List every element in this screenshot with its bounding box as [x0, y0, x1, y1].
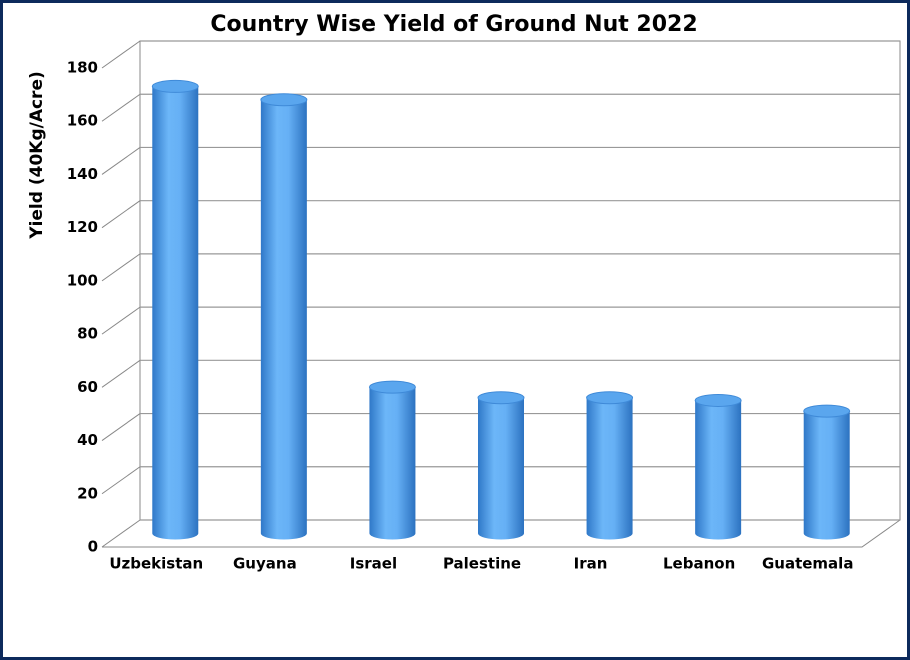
bar: [694, 393, 742, 540]
y-tick-label: 0: [88, 538, 98, 556]
y-tick-label: 160: [67, 112, 98, 130]
bar-top: [803, 404, 851, 418]
bar-body: [586, 397, 633, 540]
bar: [368, 380, 416, 540]
bar: [260, 93, 308, 540]
bar: [586, 391, 634, 540]
side-grid-line: [101, 306, 141, 335]
side-grid-line: [101, 359, 141, 388]
x-tick-label: Guyana: [233, 555, 297, 573]
side-grid-line: [101, 93, 141, 122]
bar: [477, 391, 525, 540]
bar-top: [586, 391, 634, 405]
x-tick-label: Uzbekistan: [109, 555, 203, 573]
y-tick-label: 120: [67, 218, 98, 236]
bar-body: [695, 400, 742, 540]
bar-body: [260, 99, 307, 540]
side-grid-line: [101, 519, 141, 548]
bar: [803, 404, 851, 540]
y-tick-label: 100: [67, 271, 98, 289]
bar-body: [369, 387, 416, 540]
bar-top: [694, 393, 742, 407]
floor: [102, 519, 901, 548]
y-tick-label: 140: [67, 165, 98, 183]
chart-title: Country Wise Yield of Ground Nut 2022: [210, 12, 697, 37]
bar-top: [477, 391, 525, 405]
x-tick-label: Lebanon: [663, 555, 735, 573]
bar: [151, 79, 199, 540]
bar-body: [803, 411, 850, 540]
y-tick-label: 80: [77, 325, 98, 343]
bar-body: [152, 86, 199, 540]
bar-top: [368, 380, 416, 394]
x-tick-label: Guatemala: [762, 555, 853, 573]
side-grid-line: [101, 40, 141, 69]
bar-top: [260, 93, 308, 107]
y-axis-label: Yield (40Kg/Acre): [27, 71, 47, 239]
y-tick-label: 60: [77, 378, 98, 396]
y-tick-label: 20: [77, 484, 98, 502]
side-grid-line: [101, 200, 141, 229]
bar-body: [478, 397, 524, 540]
y-tick-label: 40: [77, 431, 98, 449]
x-tick-label: Iran: [574, 555, 608, 573]
x-tick-label: Israel: [350, 555, 397, 573]
side-grid-line: [101, 253, 141, 282]
chart: Country Wise Yield of Ground Nut 2022 Yi…: [27, 12, 901, 573]
side-grid-line: [101, 466, 141, 495]
side-grid-line: [101, 147, 141, 175]
side-grid-line: [101, 413, 141, 441]
x-tick-label: Palestine: [443, 555, 521, 573]
y-tick-label: 180: [67, 59, 98, 77]
bar-top: [151, 79, 199, 93]
